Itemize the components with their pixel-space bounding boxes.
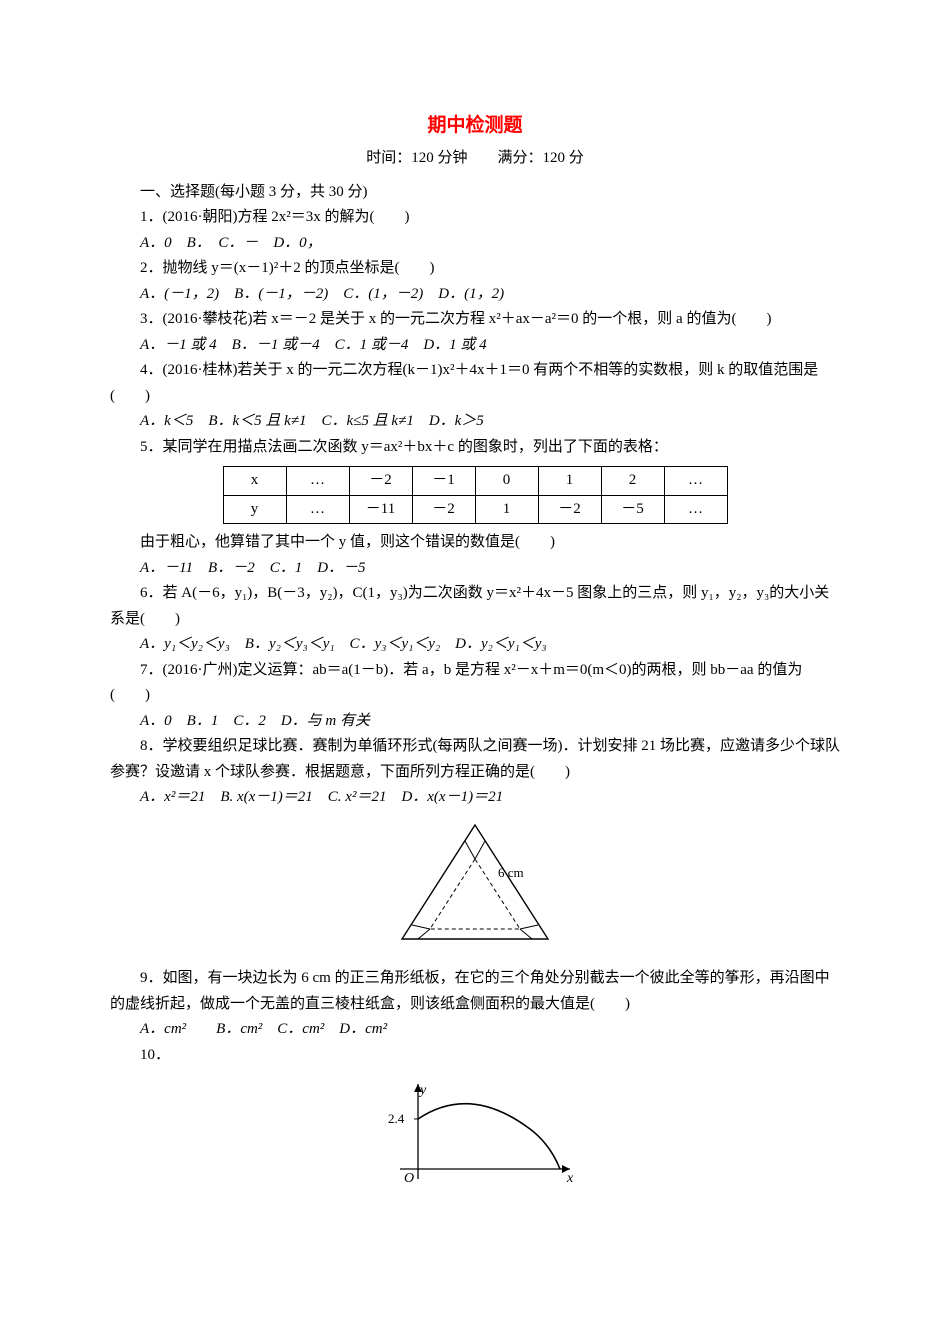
q2-opts: A．(－1，2) B．(－1，－2) C．(1，－2) D．(1，2) [140, 286, 504, 302]
cell: … [286, 495, 349, 524]
q5-after: 由于粗心，他算错了其中一个 y 值，则这个错误的数值是( ) [110, 530, 840, 556]
q4-stem: 4．(2016·桂林)若关于 x 的一元二次方程(k－1)x²＋4x＋1＝0 有… [110, 358, 840, 409]
cell: y [223, 495, 286, 524]
cell: … [286, 467, 349, 496]
fig-label: 6 cm [498, 865, 524, 880]
cell: －2 [349, 467, 412, 496]
triangle-icon: 6 cm [390, 817, 560, 947]
q10-figure: 2.4 y x O [110, 1074, 840, 1204]
q5-stem: 5．某同学在用描点法画二次函数 y＝ax²＋bx＋c 的图象时，列出了下面的表格… [110, 435, 840, 461]
q9-opts: A．cm² B．cm² C．cm² D．cm² [140, 1021, 387, 1037]
q8-opts: A．x²＝21 B. x(x－1)＝21 C. x²＝21 D．x(x－1)＝2… [140, 789, 503, 805]
q9-figure: 6 cm [110, 817, 840, 957]
cell: －11 [349, 495, 412, 524]
cell: －2 [412, 495, 475, 524]
q7-opts: A．0 B．1 C．2 D．与 m 有关 [140, 713, 370, 729]
q6-stem: 6．若 A(－6，y₁)，B(－3，y₂)，C(1，y₃)为二次函数 y＝x²＋… [110, 581, 840, 632]
cell: … [664, 495, 727, 524]
cell: 1 [538, 467, 601, 496]
cell: 1 [475, 495, 538, 524]
cell: … [664, 467, 727, 496]
q5-table: x … －2 －1 0 1 2 … y … －11 －2 1 －2 －5 … [223, 466, 728, 524]
y-axis-label: y [418, 1083, 427, 1098]
q5-opts: A．－11 B．－2 C．1 D．－5 [140, 560, 366, 576]
q7-stem: 7．(2016·广州)定义运算：ab＝a(1－b)．若 a，b 是方程 x²－x… [110, 658, 840, 709]
q3-opts: A．－1 或 4 B．－1 或－4 C．1 或－4 D．1 或 4 [140, 337, 487, 353]
q4-opts: A．k＜5 B．k＜5 且 k≠1 C．k≤5 且 k≠1 D．k＞5 [140, 413, 484, 429]
q1-opts: A．0 B． C．－ D．0， [140, 235, 322, 251]
q3-stem: 3．(2016·攀枝花)若 x＝－2 是关于 x 的一元二次方程 x²＋ax－a… [110, 307, 840, 333]
parabola-icon: 2.4 y x O [360, 1074, 590, 1194]
q2-stem: 2．抛物线 y＝(x－1)²＋2 的顶点坐标是( ) [110, 256, 840, 282]
cell: x [223, 467, 286, 496]
origin-label: O [404, 1171, 414, 1186]
q10-stem: 10． [110, 1043, 840, 1069]
cell: －2 [538, 495, 601, 524]
cell: 2 [601, 467, 664, 496]
q9-stem: 9．如图，有一块边长为 6 cm 的正三角形纸板，在它的三个角处分别截去一个彼此… [110, 966, 840, 1017]
section-1-heading: 一、选择题(每小题 3 分，共 30 分) [110, 180, 840, 206]
cell: －5 [601, 495, 664, 524]
cell: 0 [475, 467, 538, 496]
q6-opts: A．y₁＜y₂＜y₃ B．y₂＜y₃＜y₁ C．y₃＜y₁＜y₂ D．y₂＜y₁… [140, 636, 547, 652]
q8-stem: 8．学校要组织足球比赛．赛制为单循环形式(每两队之间赛一场)．计划安排 21 场… [110, 734, 840, 785]
ytick-label: 2.4 [388, 1111, 405, 1126]
page-subtitle: 时间：120 分钟 满分：120 分 [110, 146, 840, 172]
page-title: 期中检测题 [110, 110, 840, 142]
cell: －1 [412, 467, 475, 496]
table-row: x … －2 －1 0 1 2 … [223, 467, 727, 496]
x-axis-label: x [566, 1171, 574, 1186]
q1-stem: 1．(2016·朝阳)方程 2x²＝3x 的解为( ) [110, 205, 840, 231]
table-row: y … －11 －2 1 －2 －5 … [223, 495, 727, 524]
